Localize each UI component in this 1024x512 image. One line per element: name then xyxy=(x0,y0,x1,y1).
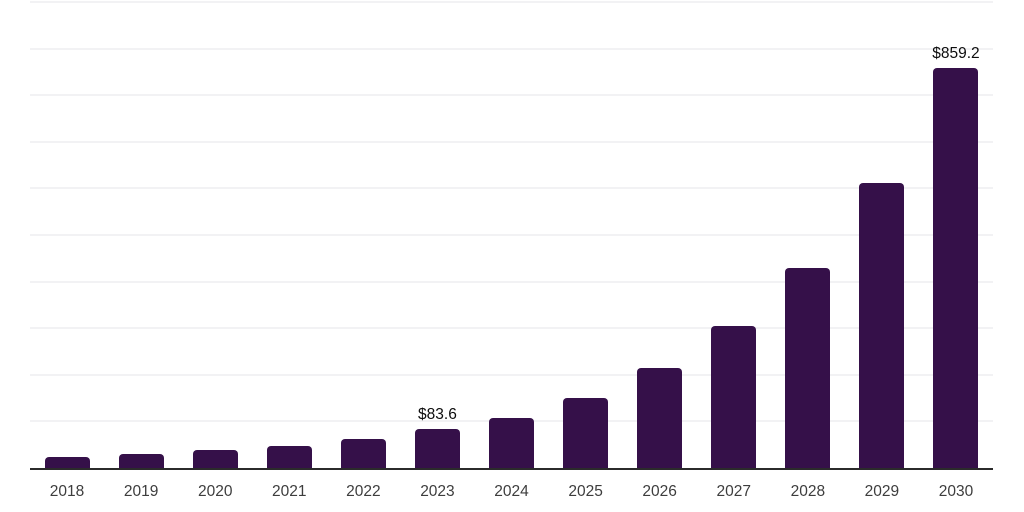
bar-2023: $83.6 xyxy=(414,406,460,468)
bar-2025 xyxy=(563,398,609,468)
bar-slot-2020 xyxy=(178,2,252,468)
x-tick-2022: 2022 xyxy=(346,483,381,500)
gridline-200 xyxy=(30,373,993,376)
data-label-2030: $859.2 xyxy=(932,44,980,62)
bar-2029 xyxy=(859,182,905,468)
gridline-400 xyxy=(30,280,993,283)
x-tick-2019: 2019 xyxy=(123,483,159,500)
bar-2024 xyxy=(489,417,534,468)
bar-2028 xyxy=(785,267,831,468)
bars-layer: $83.6 $859.2 xyxy=(30,2,993,468)
gridline-500 xyxy=(30,234,993,236)
bar-slot-2024 xyxy=(474,2,548,468)
bar-slot-2025 xyxy=(549,2,623,468)
bar-slot-2019 xyxy=(104,2,178,468)
gridline-700 xyxy=(30,140,993,143)
bar-2027 xyxy=(711,326,757,468)
bar-slot-2026 xyxy=(623,2,697,468)
bar-slot-2023: $83.6 xyxy=(400,2,474,468)
bar-slot-2021 xyxy=(252,2,326,468)
x-tick-2027: 2027 xyxy=(716,483,751,500)
x-axis-labels: 2018 2019 2020 2021 2022 2023 2024 2025 2026 2027… xyxy=(30,480,993,504)
x-tick-2020: 2020 xyxy=(197,483,233,500)
x-tick-2026: 2026 xyxy=(642,483,677,500)
bar-slot-2028 xyxy=(771,2,845,468)
gridline-800 xyxy=(30,94,993,97)
gridline-900 xyxy=(30,47,993,50)
gridline-300 xyxy=(30,327,993,330)
bar-slot-2029 xyxy=(845,2,919,468)
gridline-1000 xyxy=(30,1,993,3)
bar-slot-2027 xyxy=(697,2,771,468)
x-tick-2028: 2028 xyxy=(790,483,826,500)
bar-2020 xyxy=(192,450,238,468)
bar-slot-2030: $859.2 xyxy=(919,2,993,468)
bar-2019 xyxy=(118,453,164,468)
plot-area: $83.6 $859.2 xyxy=(30,1,993,470)
bar-2026 xyxy=(637,368,683,468)
bar-2018 xyxy=(44,456,90,468)
bar-2022 xyxy=(340,439,386,468)
bar-2021 xyxy=(266,445,312,468)
x-tick-2025: 2025 xyxy=(568,483,603,500)
bar-slot-2018 xyxy=(30,2,104,468)
bar-2030: $859.2 xyxy=(932,45,980,468)
x-tick-2023: 2023 xyxy=(420,483,455,500)
x-tick-2021: 2021 xyxy=(272,483,307,500)
x-tick-2024: 2024 xyxy=(494,483,529,500)
data-label-2023: $83.6 xyxy=(418,406,457,424)
x-tick-2018: 2018 xyxy=(49,483,85,500)
gridline-600 xyxy=(30,187,993,190)
x-tick-2030: 2030 xyxy=(938,483,974,500)
bar-slot-2022 xyxy=(326,2,400,468)
x-tick-2029: 2029 xyxy=(864,483,900,500)
